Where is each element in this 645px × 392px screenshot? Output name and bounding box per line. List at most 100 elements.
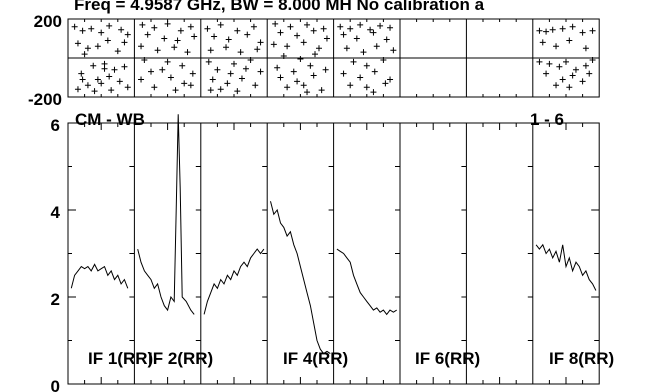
phase-point (589, 56, 596, 63)
phase-point (144, 31, 151, 38)
phase-point (172, 87, 179, 94)
phase-point (280, 53, 287, 60)
phase-point (290, 68, 297, 75)
phase-point (559, 76, 566, 83)
phase-point (569, 72, 576, 79)
phase-point (98, 29, 105, 36)
phase-point (181, 80, 188, 87)
amplitude-line (535, 243, 597, 291)
phase-point (569, 23, 576, 30)
phase-point (106, 22, 113, 29)
phase-point (189, 70, 196, 77)
phase-point (390, 47, 397, 54)
phase-point (340, 31, 347, 38)
phase-point (582, 62, 589, 69)
phase-point (322, 66, 329, 73)
phase-point (108, 87, 115, 94)
phase-point (98, 80, 105, 87)
phase-point (546, 60, 553, 67)
phase-point (84, 82, 91, 89)
amp-ytick-0: 0 (51, 377, 60, 392)
phase-point (543, 28, 550, 35)
phase-point (320, 25, 327, 32)
phase-point (387, 24, 394, 31)
phase-point (79, 27, 86, 34)
phase-point (371, 68, 378, 75)
phase-point (161, 35, 168, 42)
phase-point (536, 58, 543, 65)
phase-ytick-top: 200 (34, 12, 62, 31)
phase-point (116, 78, 123, 85)
phase-point (315, 45, 322, 52)
phase-point (184, 49, 191, 56)
phase-point (347, 25, 354, 32)
phase-point (370, 89, 377, 96)
phase-point (242, 65, 249, 72)
panel-label-if1: IF 1(RR) (88, 349, 153, 368)
phase-point (323, 35, 330, 42)
phase-point (231, 60, 237, 67)
phase-point (224, 80, 231, 87)
phase-point (549, 26, 556, 33)
phase-ytick-bottom: -200 (28, 90, 62, 109)
phase-point (312, 51, 319, 58)
phase-point (589, 27, 596, 34)
phase-point (205, 58, 212, 65)
phase-point (84, 45, 91, 52)
phase-point (536, 27, 543, 34)
phase-point (74, 40, 81, 47)
phase-point (234, 27, 241, 34)
phase-point (151, 84, 158, 91)
phase-point (74, 86, 81, 93)
phase-point (367, 26, 374, 33)
phase-point (154, 47, 161, 54)
phase-point (214, 66, 221, 73)
phase-point (380, 56, 387, 63)
phase-point (227, 70, 234, 77)
phase-point (310, 27, 317, 34)
baseline-range-label: 1 - 6 (530, 110, 564, 129)
phase-point (78, 70, 85, 77)
phase-point (237, 49, 244, 56)
phase-point (579, 29, 586, 36)
phase-point (148, 68, 154, 75)
phase-point (363, 62, 370, 69)
phase-point (353, 35, 360, 42)
phase-point (94, 43, 101, 50)
phase-point (294, 32, 301, 39)
phase-point (88, 25, 95, 32)
phase-point (370, 29, 377, 36)
phase-point (254, 46, 261, 53)
phase-point (272, 20, 279, 27)
amp-ytick-4: 4 (51, 203, 61, 222)
phase-point (247, 56, 254, 63)
phase-point (387, 76, 394, 83)
phase-point (79, 76, 86, 83)
phase-point (556, 63, 563, 70)
phase-point (579, 78, 586, 85)
phase-point (572, 66, 579, 73)
phase-point (539, 39, 546, 46)
phase-point (274, 64, 281, 71)
phase-point (363, 84, 370, 91)
phase-point (217, 86, 224, 93)
phase-point (234, 88, 241, 95)
phase-point (124, 84, 131, 91)
panels-group (67, 18, 600, 385)
phase-point (377, 22, 384, 29)
phase-point (90, 62, 97, 69)
phase-point (566, 37, 573, 44)
phase-point (373, 43, 380, 50)
amplitude-line (336, 248, 397, 316)
phase-point (553, 82, 560, 89)
phase-point (138, 76, 145, 83)
amplitude-line (137, 114, 195, 315)
phase-point (91, 88, 98, 95)
phase-point (141, 56, 148, 63)
phase-point (159, 66, 166, 73)
phase-point (81, 51, 88, 58)
amp-ytick-2: 2 (51, 290, 60, 309)
phase-point (310, 72, 317, 79)
phase-point (304, 89, 311, 96)
phase-point (284, 43, 291, 50)
